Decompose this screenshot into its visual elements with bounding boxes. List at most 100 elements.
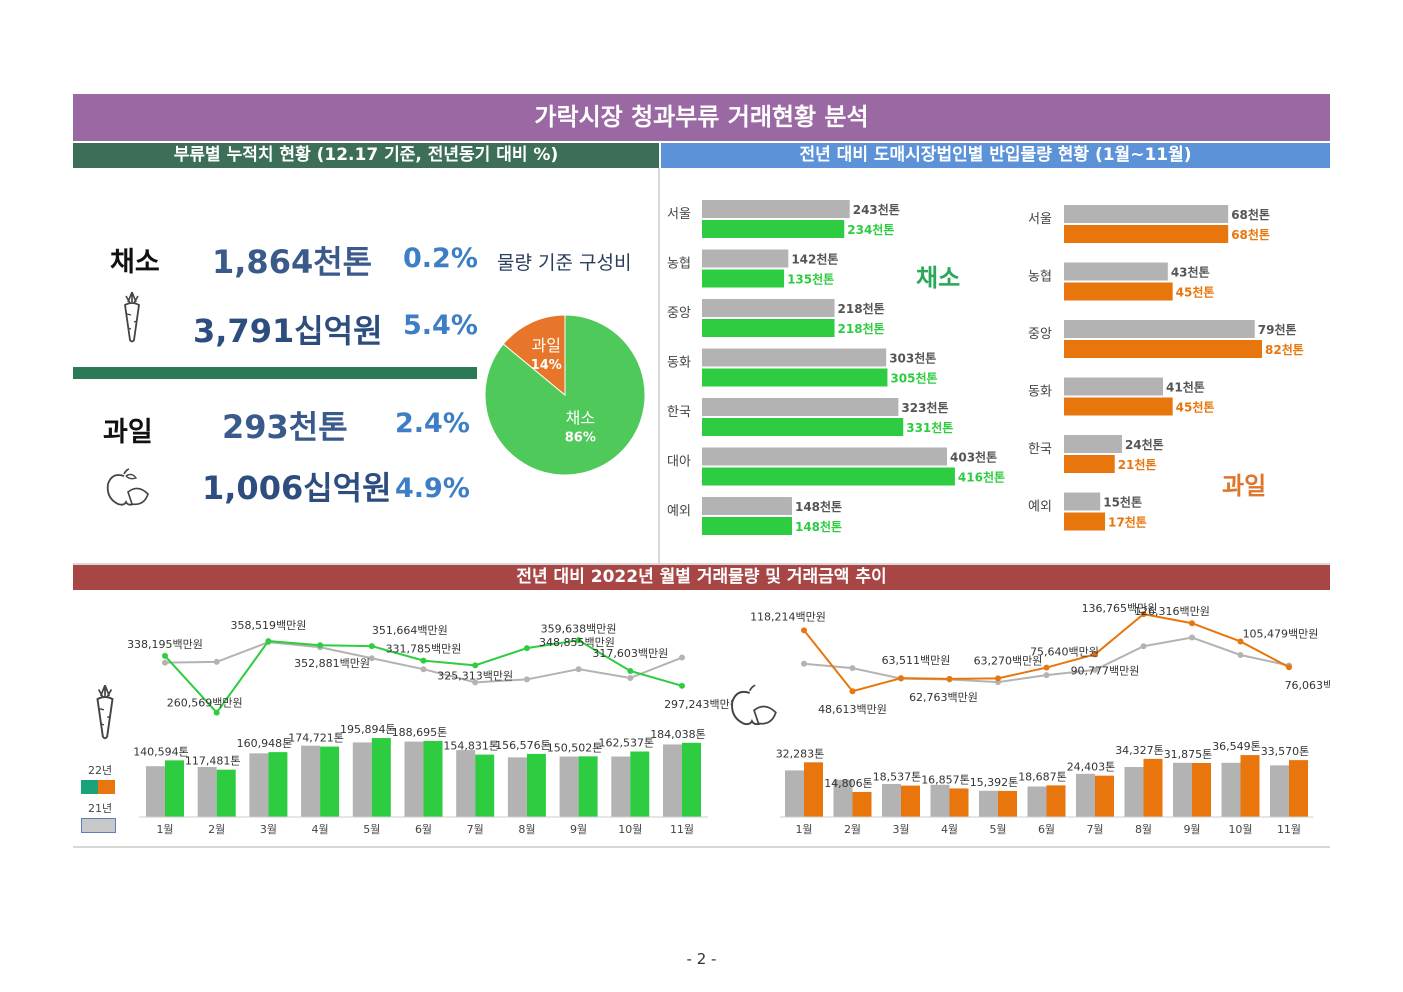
bar-prev-year	[1064, 492, 1101, 511]
month-bar-prev	[1270, 765, 1289, 817]
fruit-amount: 1,006십억원	[202, 469, 392, 507]
line-value-label: 118,214백만원	[750, 610, 826, 623]
month-bar-cur	[630, 751, 650, 817]
month-bar-label: 34,327톤	[1115, 744, 1164, 757]
line-value-label: 359,638백만원	[541, 622, 617, 635]
bar-prev-year	[702, 249, 789, 268]
bar-prev-label: 218천톤	[838, 301, 885, 316]
month-tick-label: 1월	[795, 823, 812, 836]
month-tick-label: 4월	[312, 823, 329, 836]
month-bar-label: 31,875톤	[1164, 748, 1213, 761]
line-value-label: 351,664백만원	[372, 624, 448, 637]
month-tick-label: 3월	[260, 823, 277, 836]
month-tick-label: 2월	[844, 823, 861, 836]
month-tick-label: 8월	[1135, 823, 1152, 836]
line-value-label: 338,195백만원	[127, 638, 203, 651]
bar-prev-year	[1064, 205, 1229, 223]
month-bar-cur	[526, 753, 546, 817]
line-value-label: 352,881백만원	[294, 657, 370, 670]
fruit-volume-pct: 2.4%	[395, 408, 470, 439]
bar-cur-label: 148천톤	[795, 519, 842, 534]
line-point-cur	[523, 645, 530, 652]
line-point-prev	[801, 660, 807, 667]
line-value-label: 297,243백만원	[664, 698, 733, 711]
market-label: 한국	[667, 405, 691, 420]
line-value-label: 76,063백만원	[1285, 679, 1330, 692]
month-bar-label: 160,948톤	[237, 737, 293, 750]
apple-icon-small	[731, 684, 777, 726]
market-label: 중앙	[667, 306, 691, 321]
month-bar-cur	[804, 762, 823, 817]
section-divider-bottom	[73, 563, 1330, 565]
month-tick-label: 7월	[467, 823, 484, 836]
line-point-cur	[162, 652, 168, 659]
monthly-section-header: 전년 대비 2022년 월별 거래물량 및 거래금액 추이	[73, 565, 1330, 590]
month-bar-label: 162,537톤	[598, 736, 654, 749]
bar-prev-year	[702, 200, 850, 218]
month-tick-label: 6월	[415, 823, 432, 836]
line-point-cur	[1189, 620, 1195, 627]
line-point-cur	[1286, 664, 1292, 671]
month-tick-label: 9월	[570, 823, 587, 836]
bar-cur-year	[1064, 512, 1106, 531]
bar-cur-year	[1064, 397, 1173, 416]
bar-prev-year	[702, 398, 899, 416]
month-bar-label: 24,403톤	[1067, 761, 1116, 774]
bar-prev-label: 142천톤	[791, 252, 838, 267]
legend-22-label: 22년	[88, 764, 113, 777]
month-bar-prev	[1221, 762, 1241, 817]
bar-cur-label: 68천톤	[1231, 227, 1270, 242]
line-point-prev	[472, 679, 479, 686]
month-bar-label: 184,038톤	[650, 728, 706, 741]
month-bar-cur	[216, 769, 236, 817]
month-bar-prev	[979, 790, 998, 817]
bar-prev-year	[702, 299, 835, 317]
line-point-prev	[213, 658, 220, 665]
line-value-label: 63,511백만원	[882, 654, 951, 667]
fruit-monthly-chart: 32,283톤 1월 14,806톤 2월 18,537톤 3월 16,857톤 4월 15,3…	[750, 602, 1330, 836]
bar-prev-label: 68천톤	[1231, 207, 1270, 222]
month-bar-cur	[1046, 785, 1066, 817]
fruit-label: 과일	[103, 417, 153, 448]
month-bar-prev	[352, 742, 372, 817]
line-value-label: 260,569백만원	[167, 697, 243, 710]
line-point-cur	[420, 657, 427, 664]
month-bar-prev	[882, 783, 901, 817]
line-point-prev	[1092, 666, 1098, 673]
market-label: 동화	[1028, 385, 1052, 400]
bar-cur-label: 234천톤	[847, 222, 894, 237]
line-point-cur	[1043, 664, 1050, 671]
legend-21-swatch	[81, 818, 116, 833]
month-bar-label: 14,806톤	[824, 777, 873, 790]
line-point-cur	[575, 637, 582, 644]
bar-prev-label: 15천톤	[1103, 495, 1142, 510]
market-label: 대아	[667, 455, 691, 470]
veg-label: 채소	[110, 247, 160, 278]
bar-prev-label: 148천톤	[795, 499, 842, 514]
month-bar-prev	[146, 766, 165, 817]
month-bar-label: 188,695톤	[392, 726, 448, 739]
market-label: 동화	[667, 356, 691, 371]
month-tick-label: 1월	[156, 823, 173, 836]
line-point-prev	[1237, 652, 1244, 658]
bar-prev-label: 41천톤	[1166, 380, 1205, 395]
market-label: 서울	[667, 207, 691, 222]
bar-prev-year	[1064, 377, 1163, 396]
bar-cur-label: 21천톤	[1118, 457, 1157, 472]
month-bar-prev	[404, 741, 424, 817]
month-bar-label: 174,721톤	[288, 732, 344, 745]
bar-cur-label: 45천톤	[1176, 285, 1215, 300]
month-bar-label: 33,570톤	[1261, 745, 1310, 758]
line-point-prev	[162, 659, 168, 666]
bar-cur-year	[1064, 225, 1229, 243]
bar-cur-year	[702, 368, 888, 387]
bar-cur-year	[1064, 282, 1173, 301]
composition-pie-chart: 채소 86% 과일 14%	[484, 314, 646, 476]
apple-icon	[106, 468, 149, 506]
line-point-cur	[679, 682, 685, 689]
line-point-prev	[368, 655, 375, 662]
month-bar-label: 195,894톤	[340, 723, 396, 736]
line-point-cur	[368, 643, 375, 650]
section-divider	[658, 168, 660, 563]
month-tick-label: 9월	[1183, 823, 1200, 836]
